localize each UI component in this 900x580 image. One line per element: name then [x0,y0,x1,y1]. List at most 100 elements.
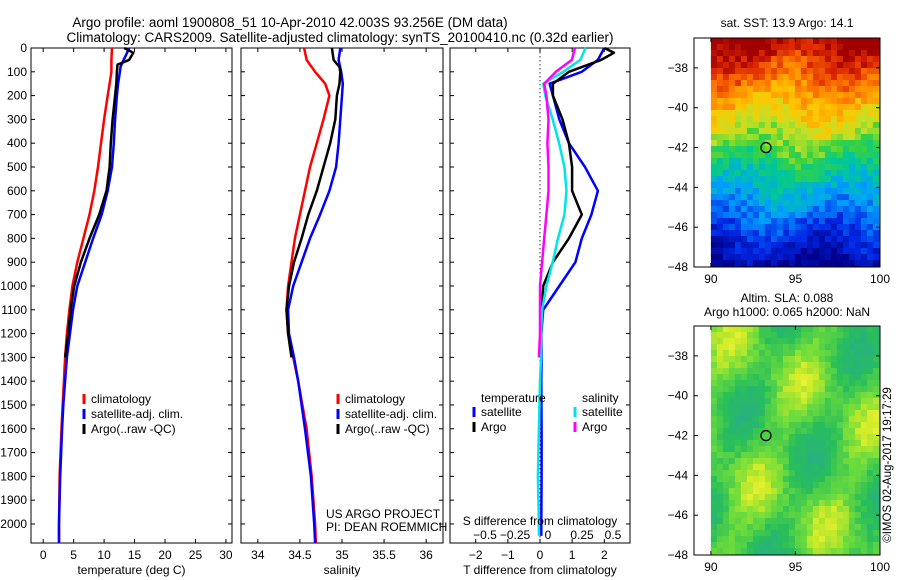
legend-label-argo: Argo(..raw -QC) [91,422,176,436]
heatmap-cell [758,374,766,381]
heatmap-cell [842,164,850,171]
heatmap-cell [854,482,862,489]
heatmap-cell [770,254,778,261]
heatmap-cell [872,494,880,501]
heatmap-cell [806,470,814,477]
heatmap-cell [728,134,736,141]
heatmap-cell [770,68,778,75]
heatmap-cell [782,164,790,171]
heatmap-cell [746,530,754,537]
heatmap-cell [764,356,772,363]
heatmap-cell [728,74,736,81]
heatmap-cell [728,158,736,165]
heatmap-cell [746,488,754,495]
heatmap-cell [794,404,802,411]
heatmap-cell [716,38,724,45]
heatmap-cell [728,194,736,201]
heatmap-cell [734,116,742,123]
heatmap-cell [758,368,766,375]
heatmap-cell [776,38,784,45]
heatmap-cell [812,440,820,447]
heatmap-cell [734,260,742,267]
heatmap-cell [848,338,856,345]
x-tick-label: 2 [601,548,608,562]
heatmap-cell [854,248,862,255]
heatmap-cell [830,158,838,165]
heatmap-cell [710,344,718,351]
x-axis-label: T difference from climatology [463,563,617,577]
heatmap-cell [836,152,844,159]
heatmap-cell [722,506,730,513]
heatmap-cell [764,452,772,459]
y-tick-label: 1800 [0,469,27,483]
heatmap-cell [818,260,826,267]
heatmap-cell [722,380,730,387]
heatmap-cell [776,344,784,351]
heatmap-cell [716,164,724,171]
heatmap-cell [872,374,880,381]
heatmap-cell [776,110,784,117]
heatmap-cell [872,446,880,453]
heatmap-cell [788,50,796,57]
heatmap-cell [872,158,880,165]
heatmap-cell [824,410,832,417]
heatmap-cell [788,380,796,387]
heatmap-cell [728,248,736,255]
heatmap-cell [860,260,868,267]
heatmap-cell [764,224,772,231]
heatmap-cell [842,194,850,201]
heatmap-cell [812,428,820,435]
heatmap-cell [842,56,850,63]
heatmap-cell [788,62,796,69]
heatmap-cell [824,338,832,345]
heatmap-cell [734,254,742,261]
heatmap-cell [758,254,766,261]
heatmap-cell [812,110,820,117]
heatmap-cell [710,452,718,459]
heatmap-cell [758,188,766,195]
heatmap-cell [752,374,760,381]
heatmap-cell [776,518,784,525]
heatmap-cell [776,86,784,93]
heatmap-cell [800,242,808,249]
heatmap-cell [842,140,850,147]
heatmap-cell [722,242,730,249]
heatmap-cell [728,122,736,129]
heatmap-cell [746,50,754,57]
heatmap-cell [848,158,856,165]
heatmap-cell [788,374,796,381]
heatmap-cell [830,212,838,219]
heatmap-cell [860,86,868,93]
heatmap-cell [794,464,802,471]
heatmap-cell [872,152,880,159]
heatmap-cell [716,230,724,237]
heatmap-cell [728,212,736,219]
heatmap-cell [812,362,820,369]
heatmap-cell [770,368,778,375]
heatmap-cell [836,98,844,105]
heatmap-cell [722,464,730,471]
heatmap-cell [866,536,874,543]
heatmap-cell [866,200,874,207]
x-tick-label: 5 [70,548,77,562]
heatmap-cell [794,56,802,63]
heatmap-cell [740,200,748,207]
heatmap-cell [848,422,856,429]
heatmap-cell [776,392,784,399]
heatmap-cell [734,500,742,507]
heatmap-cell [710,218,718,225]
figure-title-line1: Argo profile: aoml 1900808_51 10-Apr-201… [72,15,507,30]
heatmap-cell [812,344,820,351]
heatmap-cell [794,518,802,525]
heatmap-cell [788,188,796,195]
heatmap-cell [872,200,880,207]
heatmap-cell [800,98,808,105]
heatmap-cell [752,506,760,513]
heatmap-cell [836,338,844,345]
heatmap-cell [782,482,790,489]
heatmap-cell [788,332,796,339]
heatmap-cell [740,38,748,45]
heatmap-cell [728,326,736,333]
heatmap-cell [776,512,784,519]
